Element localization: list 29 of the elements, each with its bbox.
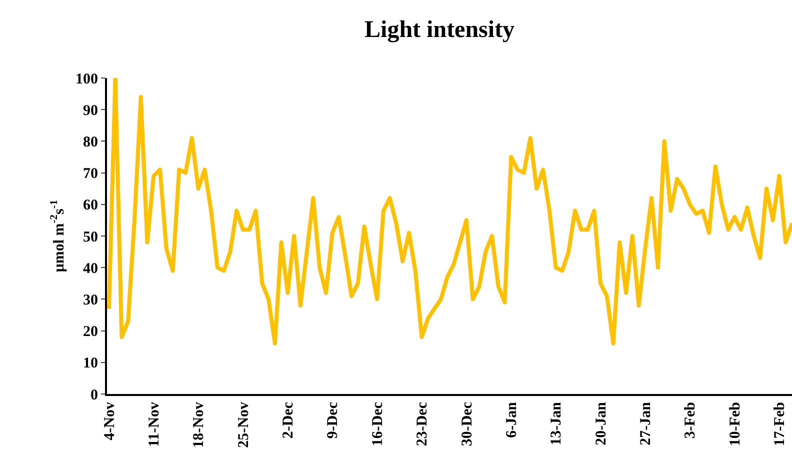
x-tick-label: 9-Dec	[325, 402, 342, 439]
y-tick-label: 0	[90, 387, 98, 404]
y-tick-label: 30	[83, 292, 98, 308]
y-tick-label: 60	[83, 198, 98, 214]
x-tick-label: 16-Dec	[370, 402, 386, 446]
y-tick-label: 10	[83, 356, 98, 372]
x-tick-label: 20-Jan	[593, 401, 610, 446]
x-tick-label: 10-Feb	[727, 402, 744, 446]
x-tick-label: 2-Dec	[280, 402, 297, 439]
y-tick-label: 100	[76, 71, 98, 88]
x-tick-label: 18-Nov	[191, 402, 208, 448]
y-tick-label: 40	[83, 260, 98, 277]
x-tick-label: 30-Dec	[459, 402, 476, 446]
x-tick-label: 17-Feb	[772, 402, 788, 446]
chart-title: Light intensity	[364, 16, 515, 43]
y-tick-label: 70	[83, 166, 98, 182]
y-tick-label: 50	[83, 229, 98, 246]
y-tick-label: 20	[83, 324, 98, 340]
x-tick-label: 23-Dec	[414, 402, 431, 446]
x-tick-label: 6-Jan	[504, 401, 520, 438]
x-tick-label: 25-Nov	[236, 402, 252, 448]
x-tick-label: 4-Nov	[102, 402, 118, 440]
x-tick-label: 11-Nov	[146, 402, 162, 447]
x-tick-label: 13-Jan	[548, 401, 565, 446]
line-series	[107, 78, 792, 346]
x-tick-label: 3-Feb	[682, 402, 699, 439]
y-tick-label: 80	[83, 134, 98, 150]
x-tick-label: 27-Jan	[638, 401, 654, 446]
y-tick-label: 90	[83, 102, 98, 119]
